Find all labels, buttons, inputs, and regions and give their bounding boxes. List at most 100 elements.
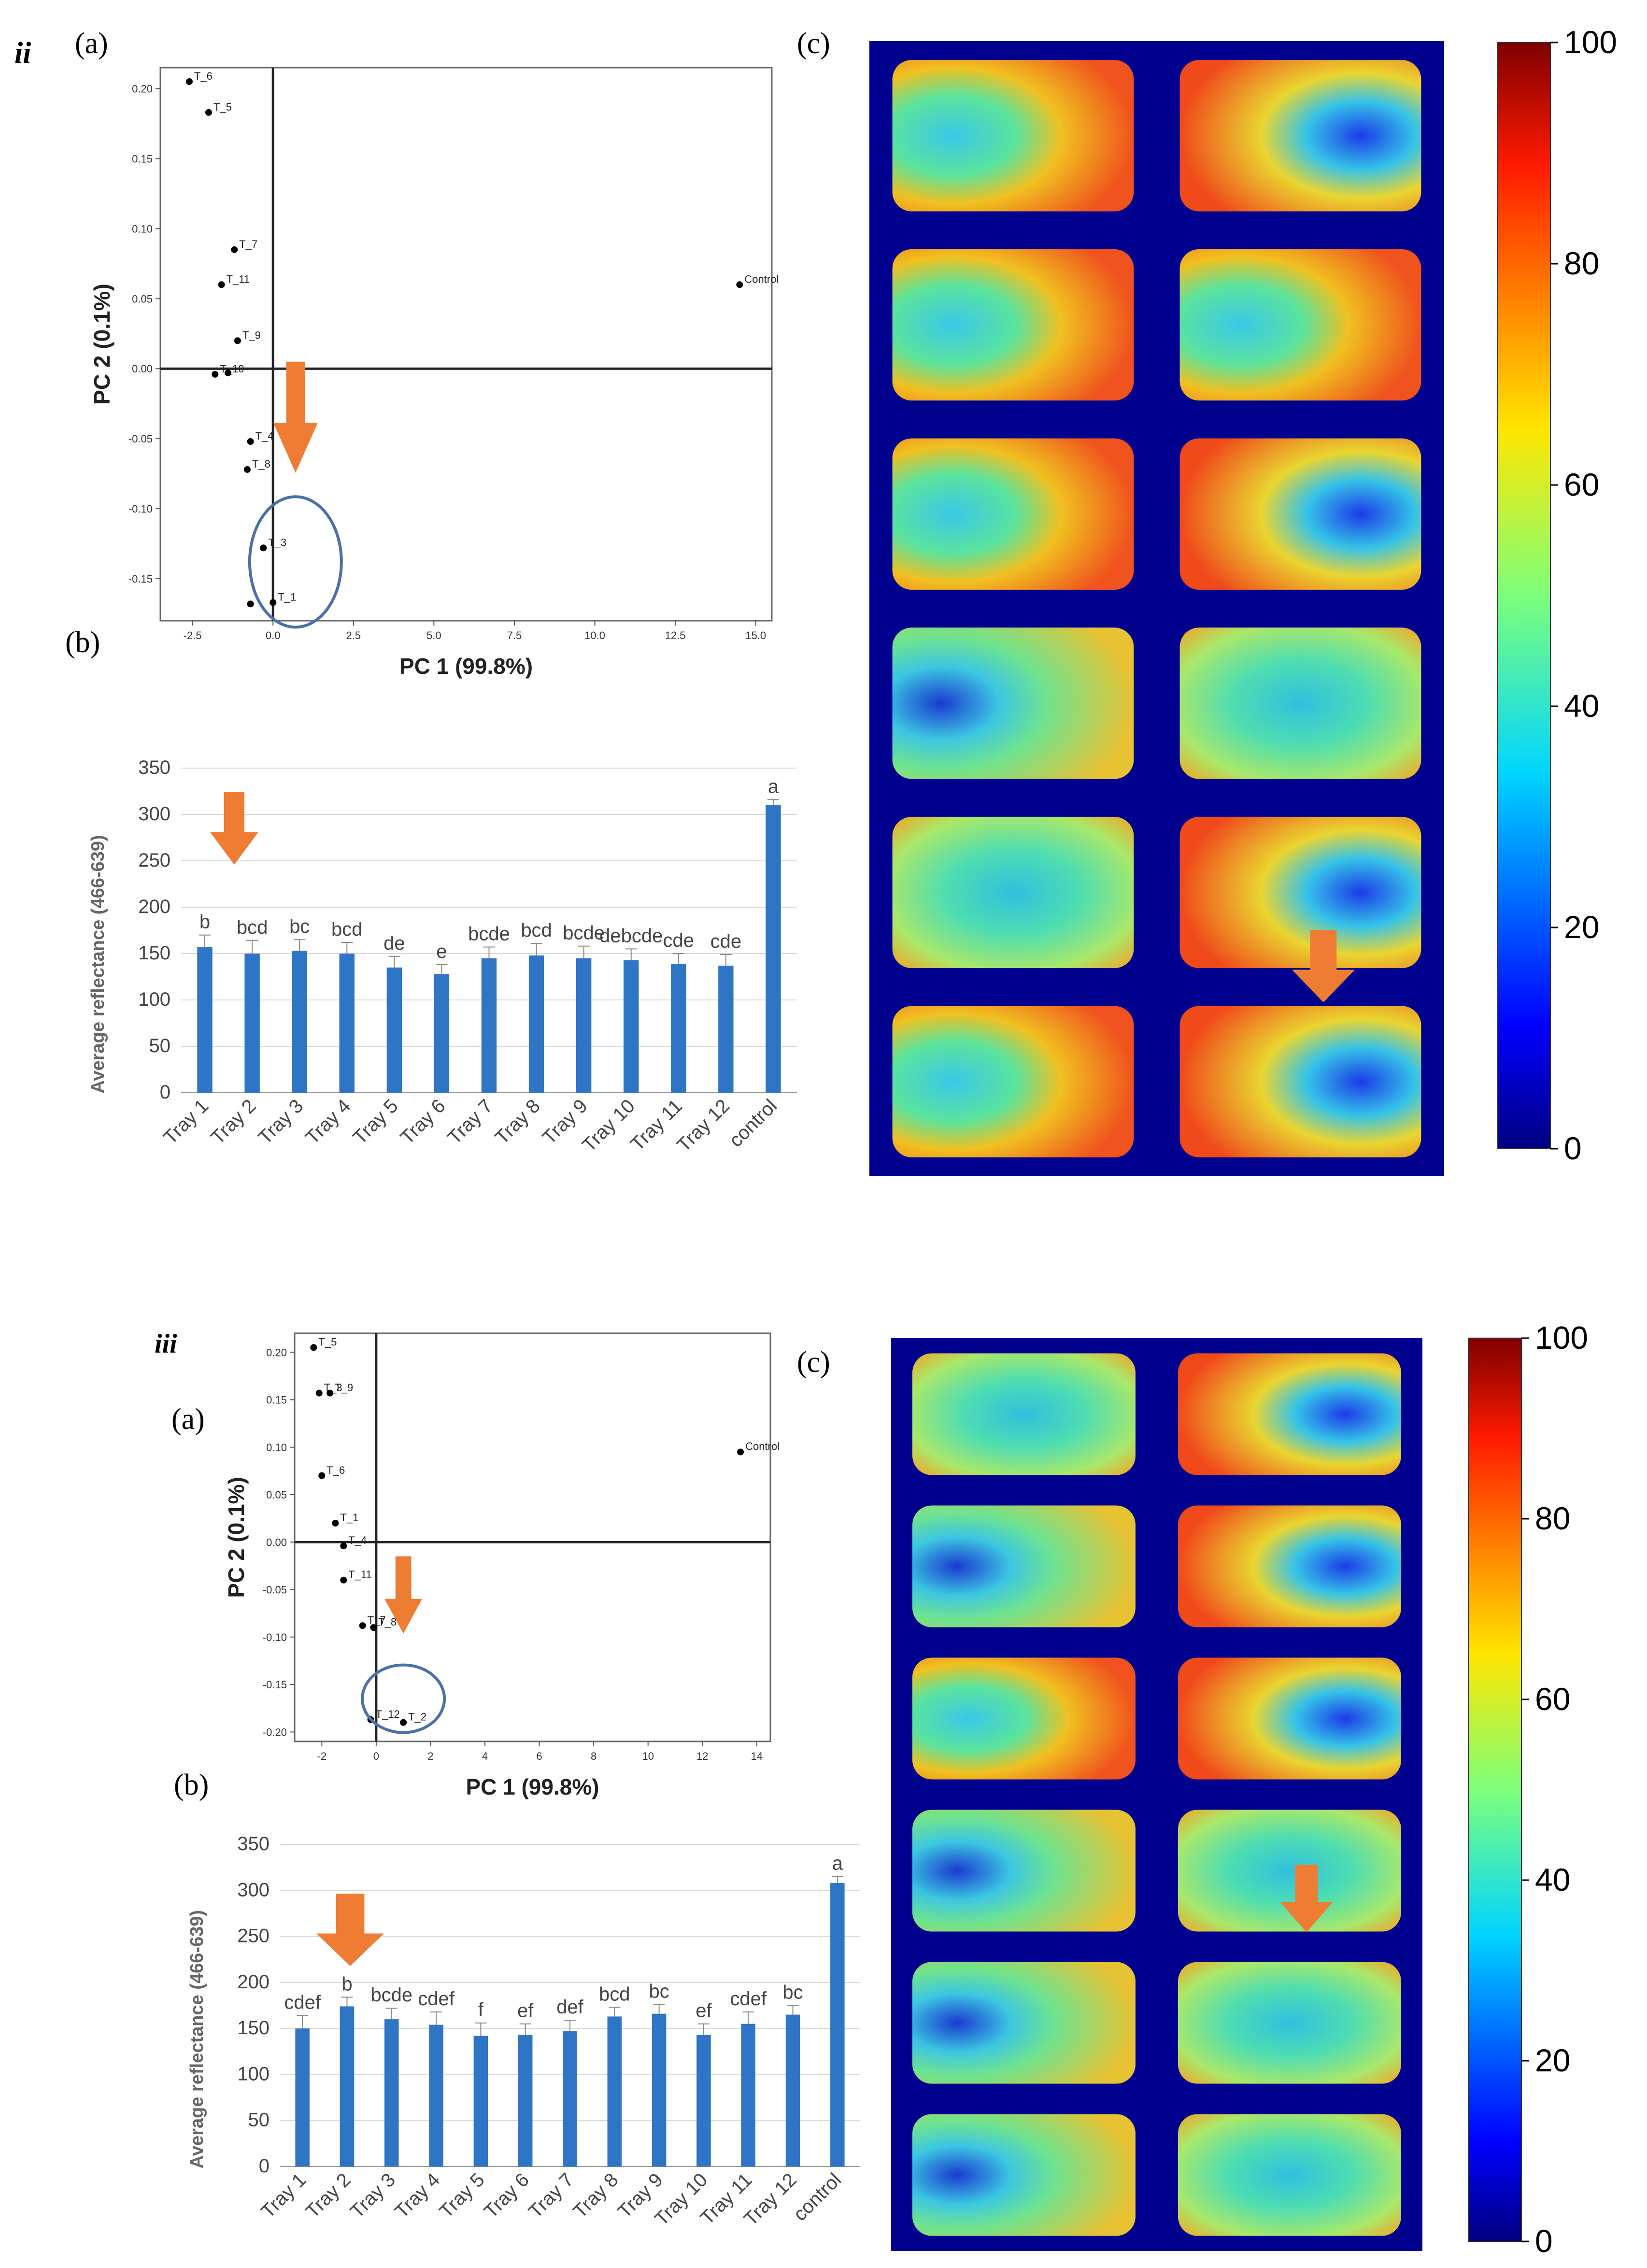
bar-category-label: Tray 1	[257, 2169, 310, 2222]
pca-point-label: T_7	[368, 1614, 386, 1626]
bar	[741, 2024, 755, 2167]
heatmap-sample-tray	[1178, 1505, 1401, 1627]
heatmap-sample-tray	[1178, 1962, 1401, 2084]
bar-significance-letter: a	[832, 1853, 843, 1874]
bar-category-label: Tray 10	[578, 1095, 639, 1156]
bar	[766, 805, 781, 1093]
bar-y-tick-label: 50	[248, 2110, 270, 2131]
pca-point	[212, 371, 219, 378]
pca-point-label: T_10	[220, 363, 244, 375]
colorbar-tick-label: 0	[1564, 1130, 1582, 1166]
colorbar-tick-label: 40	[1535, 1862, 1570, 1897]
pca-point-label: T_11	[348, 1569, 372, 1581]
pca-y-tick-label: -0.05	[128, 433, 153, 445]
pca-point	[247, 600, 254, 608]
bar-significance-letter: bc	[289, 916, 310, 937]
bar-category-label: Tray 4	[391, 2169, 444, 2222]
colorbar-tick-label: 0	[1535, 2223, 1553, 2259]
pca-x-tick-label: 8	[591, 1750, 596, 1762]
bar-category-label: Tray 8	[491, 1095, 544, 1148]
pca-point-label: T_4	[256, 430, 274, 442]
bar-significance-letter: bcd	[521, 920, 552, 941]
pca-point-label: T_2	[408, 1711, 426, 1723]
bar	[576, 958, 592, 1093]
pca-y-tick-label: -0.15	[263, 1679, 287, 1691]
bar	[607, 2016, 622, 2167]
pca-x-tick-label: 10.0	[584, 629, 605, 642]
panel-label-c: (c)	[797, 1346, 830, 1379]
bar-significance-letter: bcd	[331, 919, 363, 940]
pca-y-tick-label: -0.10	[128, 503, 153, 515]
bar	[244, 954, 260, 1093]
bar-y-tick-label: 300	[138, 803, 170, 825]
pca-x-axis-label: PC 1 (99.8%)	[466, 1774, 599, 1799]
pca-point	[359, 1622, 366, 1629]
pca-y-tick-label: -0.15	[128, 573, 153, 585]
pca-highlight-arrow	[384, 1556, 423, 1634]
section-label-ii: ii	[14, 37, 31, 70]
bar	[429, 2025, 443, 2167]
bar-significance-letter: ef	[517, 2000, 534, 2022]
pca-point	[737, 1448, 744, 1455]
pca-x-tick-label: 10	[642, 1750, 653, 1762]
pca-point-label: T_9	[335, 1382, 353, 1394]
bar-significance-letter: bcd	[237, 917, 268, 938]
bar-y-tick-label: 200	[138, 896, 170, 917]
pca-x-tick-label: 15.0	[745, 629, 766, 642]
bar	[386, 967, 402, 1093]
pca-y-tick-label: 0.10	[132, 223, 153, 235]
pca-point	[370, 1624, 377, 1631]
colorbar-tick-label: 40	[1564, 688, 1599, 724]
pca-point	[315, 1389, 323, 1397]
pca-x-tick-label: 6	[536, 1750, 542, 1762]
colorbar-tick-label: 80	[1564, 245, 1599, 281]
heatmap-sample-tray	[1178, 1353, 1401, 1475]
pca-y-tick-label: 0.20	[132, 83, 153, 95]
heatmap-sample-tray	[912, 1657, 1136, 1780]
pca-y-tick-label: 0.05	[132, 293, 153, 305]
pca-point	[185, 78, 193, 85]
heatmap-background	[891, 1338, 1422, 2251]
heatmap-sample-tray	[1178, 2114, 1401, 2236]
pca-x-tick-label: 0	[373, 1750, 379, 1762]
bar-category-label: control	[725, 1095, 781, 1151]
pca-point	[247, 438, 254, 445]
bar-category-label: Tray 6	[480, 2169, 533, 2222]
pca-point	[736, 281, 743, 288]
bar	[384, 2019, 399, 2167]
pca-point-label: T_3	[268, 536, 286, 548]
bar-y-tick-label: 200	[237, 1971, 270, 1993]
heatmap-sample-tray	[1178, 1657, 1401, 1780]
bar-y-axis-label: Average reflectance (466-639)	[187, 1910, 207, 2168]
colorbar-tick-label: 20	[1564, 909, 1599, 945]
colorbar-tick-label: 20	[1535, 2042, 1570, 2078]
bar-significance-letter: cdef	[418, 1988, 454, 2010]
pca-point-label: T_5	[318, 1336, 337, 1348]
pca-x-tick-label: 2.5	[346, 629, 361, 642]
pca-highlight-circle	[361, 1663, 446, 1734]
bar-significance-letter: bc	[782, 1982, 803, 2003]
bar-highlight-arrow	[210, 792, 258, 865]
bar-category-label: Tray 7	[444, 1095, 497, 1148]
bar	[528, 955, 544, 1093]
bar-category-label: Tray 8	[569, 2169, 622, 2222]
pca-x-tick-label: 14	[751, 1750, 763, 1762]
bar-category-label: Tray 4	[301, 1095, 355, 1148]
bar-y-tick-label: 50	[149, 1035, 171, 1056]
bar	[197, 947, 213, 1093]
heatmap-background	[869, 41, 1444, 1176]
pca-point-label: Control	[745, 1441, 780, 1453]
pca-y-tick-label: -0.10	[263, 1631, 287, 1643]
pca-x-tick-label: 12	[696, 1750, 708, 1762]
bar-significance-letter: b	[199, 912, 210, 933]
pca-point-label: T_6	[327, 1464, 345, 1476]
heatmap-sample-tray	[1179, 249, 1421, 401]
pca-x-tick-label: 4	[482, 1750, 488, 1762]
pca-point	[231, 246, 238, 253]
pca-point	[327, 1389, 334, 1397]
bar-category-label: Tray 3	[254, 1095, 307, 1148]
heatmap-sample-tray	[892, 438, 1134, 590]
bar-category-label: Tray 2	[302, 2169, 355, 2222]
bar-y-tick-label: 0	[259, 2155, 270, 2177]
bar-category-label: Tray 7	[525, 2169, 578, 2222]
